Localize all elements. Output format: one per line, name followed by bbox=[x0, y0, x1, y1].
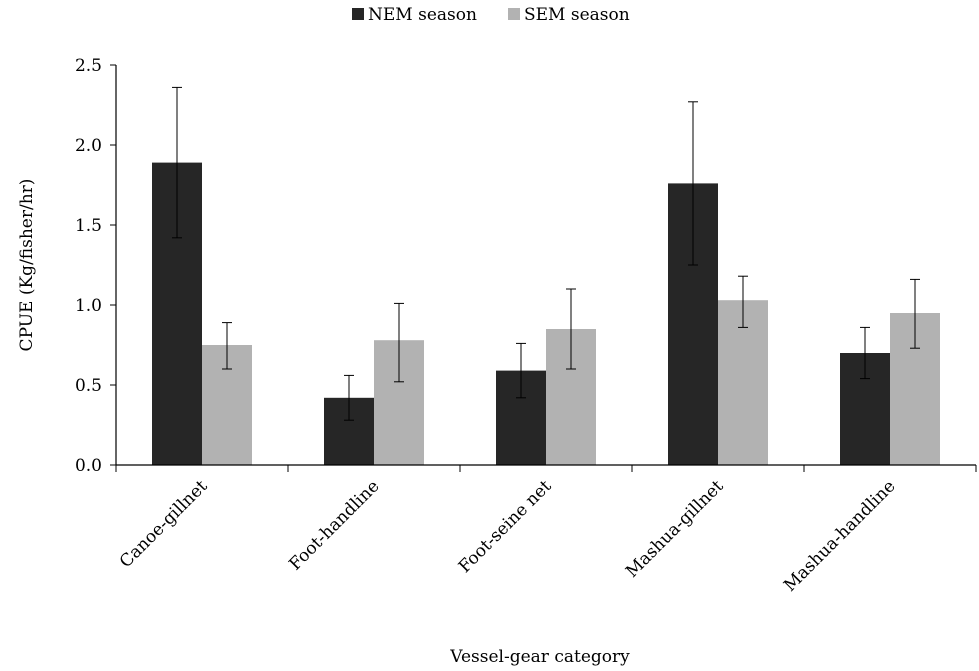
y-tick-label: 0.0 bbox=[75, 456, 102, 476]
x-tick-label: Mashua-gillnet bbox=[622, 476, 728, 582]
error-bar-nem-2 bbox=[516, 342, 526, 399]
error-bars bbox=[172, 86, 920, 421]
y-tick-label: 2.0 bbox=[75, 136, 102, 156]
axes bbox=[110, 64, 977, 472]
error-bar-sem-2 bbox=[566, 288, 576, 370]
x-tick-label: Mashua-handline bbox=[780, 476, 899, 595]
y-tick-label: 2.5 bbox=[75, 56, 102, 76]
error-bar-nem-1 bbox=[344, 374, 354, 421]
legend-label-nem: NEM season bbox=[368, 5, 477, 25]
error-bar-sem-3 bbox=[738, 275, 748, 328]
error-bar-sem-4 bbox=[910, 278, 920, 349]
x-tick-label: Foot-handline bbox=[285, 476, 383, 574]
error-bar-nem-0 bbox=[172, 86, 182, 239]
x-tick-label: Foot-seine net bbox=[455, 476, 556, 577]
y-tick-label: 1.5 bbox=[75, 216, 102, 236]
y-tick-label: 1.0 bbox=[75, 296, 102, 316]
y-tick-label: 0.5 bbox=[75, 376, 102, 396]
legend: NEM season SEM season bbox=[352, 5, 630, 25]
error-bar-sem-0 bbox=[222, 322, 232, 370]
y-tick-labels: 0.0 0.5 1.0 1.5 2.0 2.5 bbox=[75, 56, 102, 476]
bars bbox=[152, 162, 940, 465]
y-axis-title: CPUE (Kg/fisher/hr) bbox=[17, 179, 37, 352]
legend-swatch-sem bbox=[508, 8, 520, 20]
legend-label-sem: SEM season bbox=[524, 5, 630, 25]
error-bar-nem-4 bbox=[860, 326, 870, 380]
x-tick-labels: Canoe-gillnet Foot-handline Foot-seine net… bbox=[116, 476, 900, 596]
x-axis-title: Vessel-gear category bbox=[449, 647, 630, 667]
x-tick-label: Canoe-gillnet bbox=[116, 476, 212, 572]
error-bar-nem-3 bbox=[688, 101, 698, 266]
error-bar-sem-1 bbox=[394, 302, 404, 383]
legend-swatch-nem bbox=[352, 8, 364, 20]
